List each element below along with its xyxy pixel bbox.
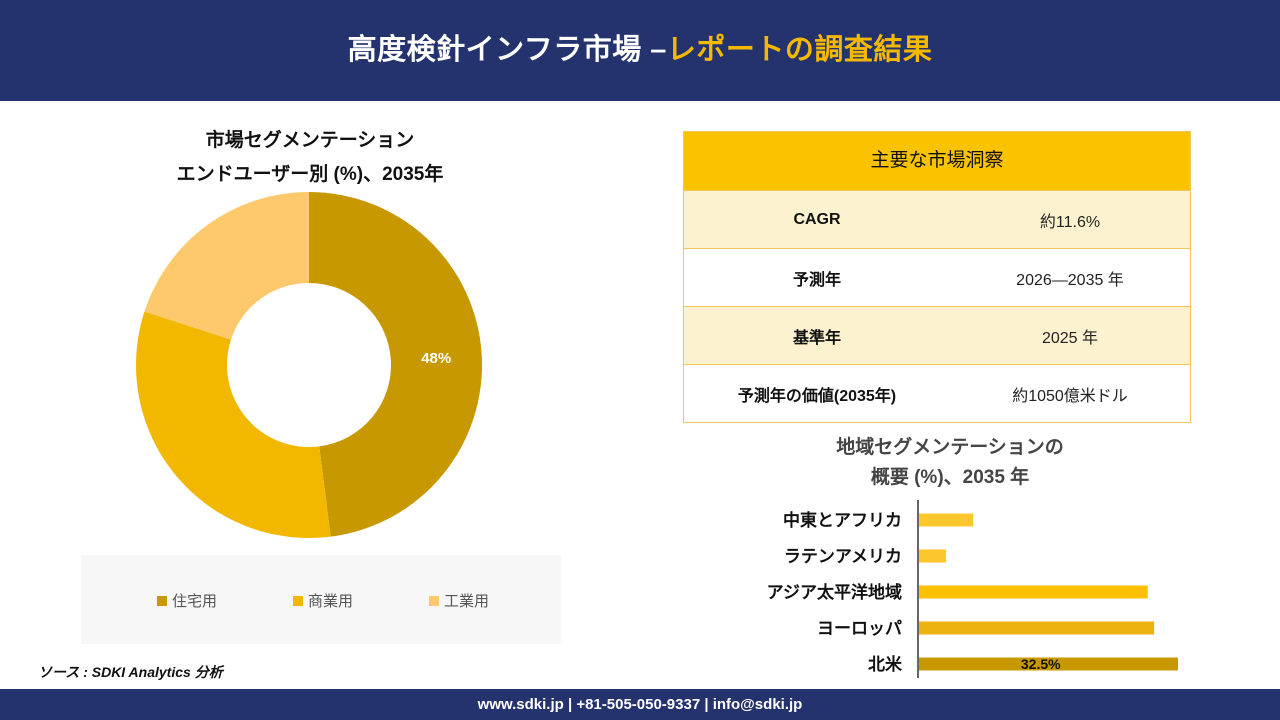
row-value: 約11.6%: [1039, 213, 1101, 231]
legend-item-industrial: 工業用: [429, 590, 489, 611]
bar-category-label: 中東とアフリカ: [783, 510, 902, 530]
bar: [919, 513, 974, 527]
donut-slice: [136, 311, 331, 538]
bar-category-label: ヨーロッパ: [817, 619, 902, 638]
legend-item-commercial: 商業用: [293, 590, 353, 611]
row-label: 予測年: [792, 271, 841, 289]
table-row: CAGR 約11.6%: [684, 190, 1190, 248]
footer-bar: www.sdki.jp | +81-505-050-9337 | info@sd…: [0, 689, 1280, 720]
bar-category-label: アジア太平洋地域: [767, 582, 902, 602]
donut-slice: [144, 192, 309, 340]
bar: [919, 657, 1179, 671]
bar: [919, 585, 1148, 599]
legend-label-industrial: 工業用: [444, 593, 490, 610]
bar-chart-title: 地域セグメンテーションの 概要 (%)、2035 年: [760, 433, 1140, 493]
legend-label-commercial: 商業用: [308, 593, 354, 610]
bar-title-line2: 概要 (%)、2035 年: [870, 467, 1030, 488]
donut-chart: 48%: [136, 192, 482, 538]
key-insights-table: 主要な市場洞察 CAGR 約11.6% 予測年 2026—2035 年 基準年 …: [683, 131, 1191, 423]
row-value: 2025 年: [1041, 329, 1099, 347]
title-accent: レポートの調査結果: [666, 34, 933, 66]
title-main: 高度検針インフラ市場 –: [347, 34, 667, 66]
bar-data-label: 32.5%: [1021, 656, 1061, 672]
donut-title-line1: 市場セグメンテーション: [205, 130, 415, 151]
donut-slice: [309, 192, 482, 537]
row-value: 約1050億米ドル: [1012, 387, 1128, 405]
table-row: 予測年の価値(2035年) 約1050億米ドル: [684, 364, 1190, 422]
page-title: 高度検針インフラ市場 –レポートの調査結果: [0, 0, 1280, 101]
legend-swatch-industrial: [429, 595, 439, 606]
donut-legend: 住宅用 商業用 工業用: [81, 555, 561, 644]
bar: [919, 621, 1155, 635]
header-bar: 高度検針インフラ市場 –レポートの調査結果: [0, 0, 1280, 101]
row-label: 予測年の価値(2035年): [737, 387, 897, 405]
footer-contact: www.sdki.jp | +81-505-050-9337 | info@sd…: [477, 696, 803, 713]
row-value: 2026—2035 年: [1016, 271, 1124, 289]
legend-label-residential: 住宅用: [172, 593, 218, 610]
donut-data-label: 48%: [421, 350, 451, 367]
bar-title-line1: 地域セグメンテーションの: [836, 437, 1064, 458]
row-label: 基準年: [792, 329, 841, 347]
legend-item-residential: 住宅用: [157, 590, 217, 611]
table-row: 基準年 2025 年: [684, 306, 1190, 364]
legend-swatch-residential: [157, 595, 167, 606]
bar: [919, 549, 947, 563]
row-label: CAGR: [793, 210, 841, 228]
table-heading: 主要な市場洞察: [684, 132, 1190, 190]
bar-category-label: ラテンアメリカ: [784, 547, 902, 566]
table-row: 予測年 2026—2035 年: [684, 248, 1190, 306]
bar-category-label: 北米: [868, 654, 903, 674]
source-note: ソース : SDKI Analytics 分析: [38, 664, 223, 680]
donut-chart-title: 市場セグメンテーション エンドユーザー別 (%)、2035年: [130, 124, 490, 192]
legend-swatch-commercial: [293, 595, 303, 606]
donut-title-line2: エンドユーザー別 (%)、2035年: [176, 164, 444, 185]
